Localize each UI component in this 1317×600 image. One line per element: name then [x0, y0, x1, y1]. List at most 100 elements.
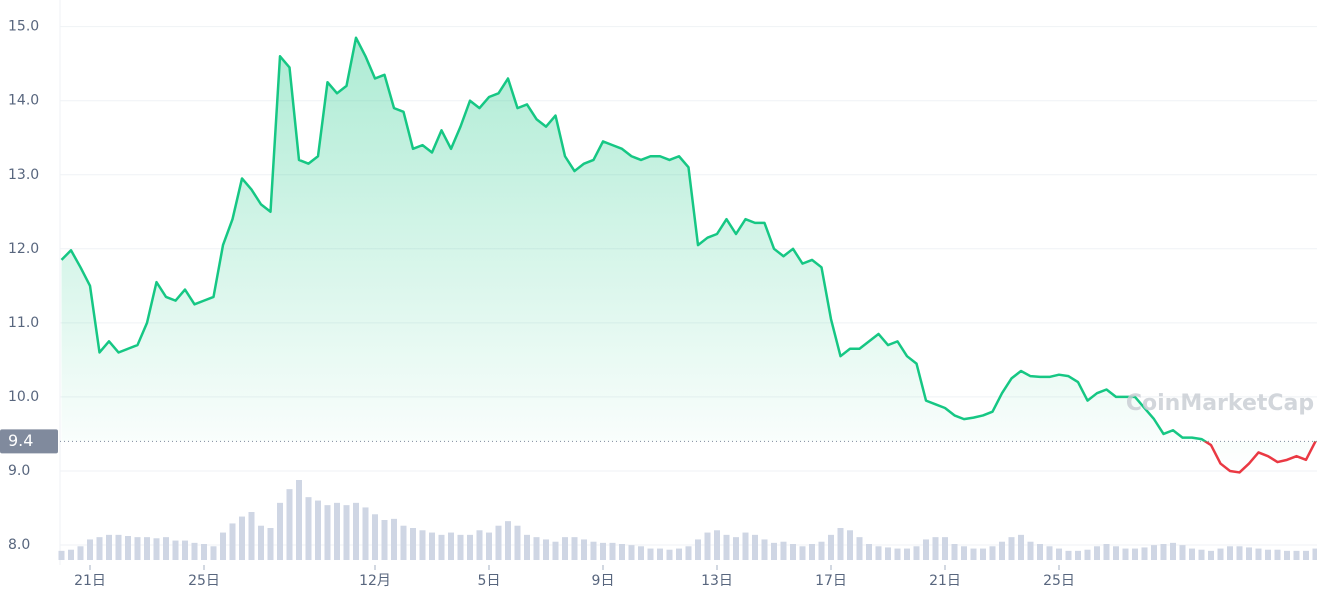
- volume-bar: [229, 523, 236, 560]
- volume-bar: [1084, 549, 1091, 560]
- reference-badge: [0, 429, 58, 454]
- volume-bar: [771, 542, 777, 560]
- volume-bar: [1075, 550, 1081, 560]
- volume-bar: [600, 542, 606, 560]
- volume-bar: [343, 505, 350, 560]
- volume-bar: [106, 534, 112, 560]
- volume-bar: [1151, 545, 1157, 560]
- volume-bar: [201, 544, 207, 560]
- volume-bar: [467, 534, 473, 560]
- volume-bar: [153, 538, 160, 560]
- volume-bar: [980, 548, 986, 560]
- volume-layer: [58, 480, 1317, 560]
- volume-bar: [524, 534, 530, 560]
- volume-bar: [191, 542, 198, 560]
- volume-bar: [77, 546, 84, 560]
- volume-bar: [1103, 544, 1110, 560]
- volume-bar: [970, 548, 977, 560]
- volume-bar: [134, 537, 141, 560]
- volume-bar: [1132, 548, 1138, 560]
- volume-bar: [923, 539, 929, 560]
- volume-bar: [505, 521, 511, 560]
- volume-bar: [144, 537, 150, 560]
- volume-bar: [1198, 549, 1205, 560]
- volume-bar: [438, 534, 445, 560]
- label-layer: 8.0 9.0 10.0 11.0 12.0 13.0 14.0 15.0 21日 25日 12月 5…: [0, 19, 1075, 589]
- volume-bar: [676, 548, 682, 560]
- volume-bar: [115, 534, 122, 560]
- volume-bar: [790, 544, 796, 560]
- volume-bar: [818, 541, 825, 560]
- volume-bar: [1046, 546, 1053, 560]
- volume-bar: [828, 534, 834, 560]
- volume-bar: [961, 546, 967, 560]
- volume-bar: [714, 530, 720, 560]
- volume-bar: [514, 525, 521, 560]
- volume-bar: [1217, 548, 1224, 560]
- volume-bar: [733, 537, 739, 560]
- volume-bar: [258, 525, 264, 560]
- volume-bar: [372, 514, 378, 560]
- volume-bar: [239, 516, 245, 560]
- watermark: CoinMarketCap: [1126, 391, 1314, 416]
- x-tick-label: 13日: [701, 573, 733, 589]
- y-tick-label: 12.0: [8, 241, 39, 257]
- volume-bar: [1027, 541, 1034, 560]
- volume-bar: [742, 532, 749, 560]
- volume-bar: [182, 540, 188, 560]
- volume-bar: [752, 534, 758, 560]
- volume-bar: [267, 528, 274, 560]
- volume-bar: [1255, 548, 1262, 560]
- y-tick-label: 11.0: [8, 315, 39, 331]
- x-tick-label: 5日: [478, 573, 501, 589]
- volume-bar: [581, 539, 587, 560]
- volume-bar: [657, 548, 663, 560]
- x-tick-label: 9日: [592, 573, 615, 589]
- volume-bar: [809, 544, 815, 560]
- volume-bar: [1208, 550, 1214, 560]
- volume-bar: [799, 546, 806, 560]
- volume-bar: [1160, 544, 1167, 560]
- y-tick-label: 15.0: [8, 19, 39, 35]
- volume-bar: [562, 537, 568, 560]
- volume-bar: [999, 541, 1005, 560]
- volume-bar: [1094, 546, 1100, 560]
- y-tick-label: 14.0: [8, 93, 39, 109]
- volume-bar: [856, 537, 863, 560]
- volume-bar: [448, 532, 454, 560]
- volume-bar: [1065, 550, 1072, 560]
- volume-bar: [362, 507, 369, 560]
- volume-bar: [761, 539, 768, 560]
- volume-bar: [58, 550, 65, 560]
- volume-bar: [353, 502, 359, 560]
- volume-bar: [476, 530, 483, 560]
- volume-bar: [87, 539, 93, 560]
- volume-bar: [590, 541, 597, 560]
- volume-bar: [400, 525, 407, 560]
- volume-bar: [1113, 546, 1119, 560]
- volume-bar: [1265, 549, 1271, 560]
- volume-bar: [543, 539, 549, 560]
- volume-bar: [1246, 547, 1252, 560]
- volume-bar: [723, 534, 730, 560]
- x-tick-label: 12月: [359, 573, 391, 589]
- volume-bar: [894, 548, 901, 560]
- volume-bar: [324, 505, 331, 560]
- volume-bar: [704, 532, 711, 560]
- volume-bar: [419, 530, 426, 560]
- reference-label: 9.4: [8, 431, 33, 450]
- volume-bar: [932, 537, 939, 560]
- volume-bar: [305, 497, 312, 560]
- volume-bar: [1122, 548, 1129, 560]
- price-area: [61, 37, 1316, 473]
- price-line: [60, 36, 1317, 474]
- volume-bar: [989, 546, 996, 560]
- volume-bar: [296, 480, 302, 560]
- y-tick-label: 8.0: [8, 537, 30, 553]
- volume-bar: [315, 500, 321, 560]
- volume-bar: [410, 528, 416, 560]
- volume-bar: [1189, 548, 1195, 560]
- volume-bar: [866, 544, 872, 560]
- volume-bar: [1170, 542, 1176, 560]
- x-tick-label: 21日: [929, 573, 961, 589]
